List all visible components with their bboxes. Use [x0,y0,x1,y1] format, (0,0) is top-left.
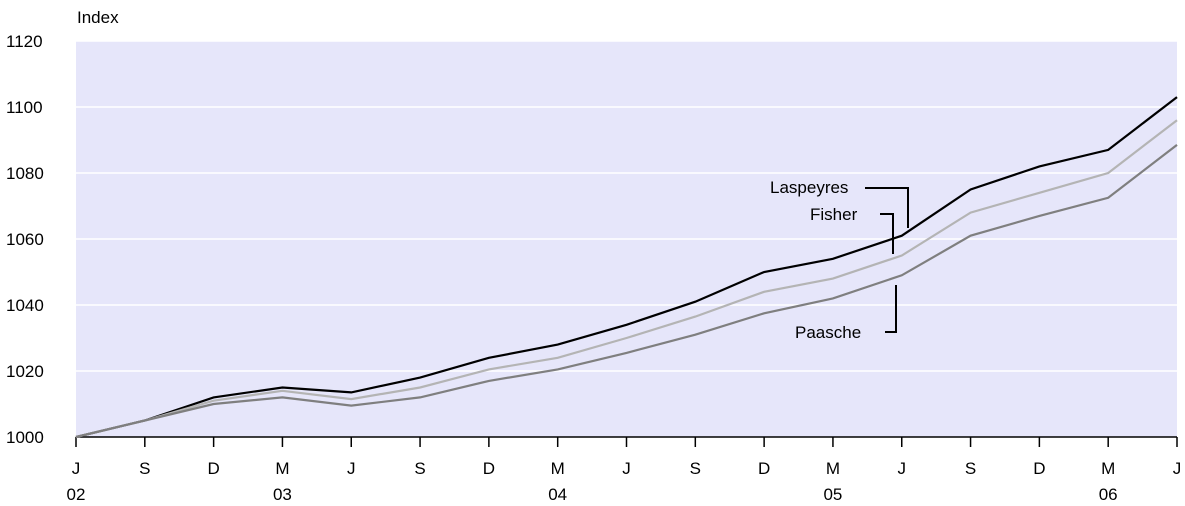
series-lines [75,96,1178,439]
x-tick-label: D [1033,459,1045,478]
leader-laspeyres [865,187,909,228]
x-tick-label: M [1101,459,1115,478]
x-tick-label: D [483,459,495,478]
annotation-laspeyres: Laspeyres [770,178,848,197]
annotation-fisher: Fisher [810,205,858,224]
x-tick-label: S [414,459,425,478]
year-label: 05 [823,485,842,504]
x-tick-label: S [690,459,701,478]
series-line-fisher [75,119,1178,439]
x-tick-label: S [139,459,150,478]
x-tick-label: S [965,459,976,478]
leader-fisher [880,213,894,254]
leader-paasche [885,285,897,333]
x-tick-label: J [898,459,907,478]
gridlines [76,40,1177,372]
x-tick-label: M [275,459,289,478]
year-label: 04 [548,485,567,504]
y-tick-label: 1000 [6,428,44,447]
year-label: 03 [273,485,292,504]
y-tick-label: 1120 [6,32,43,51]
y-axis-label: Index [77,8,119,27]
x-tick-label: J [72,459,81,478]
series-line-laspeyres [75,96,1178,439]
y-tick-label: 1020 [6,362,44,381]
x-tick-label: J [1173,459,1182,478]
year-label: 02 [67,485,86,504]
y-tick-label: 1080 [6,164,44,183]
y-tick-label: 1060 [6,230,44,249]
x-tick-label: M [826,459,840,478]
x-axis: J S D M J S D M J S D M J S D M J 02 03 04 05 06 [67,436,1182,504]
x-tick-label: D [758,459,770,478]
x-tick-label: J [347,459,356,478]
year-label: 06 [1099,485,1118,504]
y-tick-label: 1100 [6,98,43,117]
y-tick-label: 1040 [6,296,44,315]
x-tick-label: M [551,459,565,478]
series-line-paasche [75,144,1178,439]
x-tick-label: J [622,459,631,478]
x-tick-label: D [207,459,219,478]
annotation-paasche: Paasche [795,323,861,342]
series-annotations: Laspeyres Fisher Paasche [770,178,909,342]
y-axis-ticks: 1000 1020 1040 1060 1080 1100 1120 [6,32,44,447]
